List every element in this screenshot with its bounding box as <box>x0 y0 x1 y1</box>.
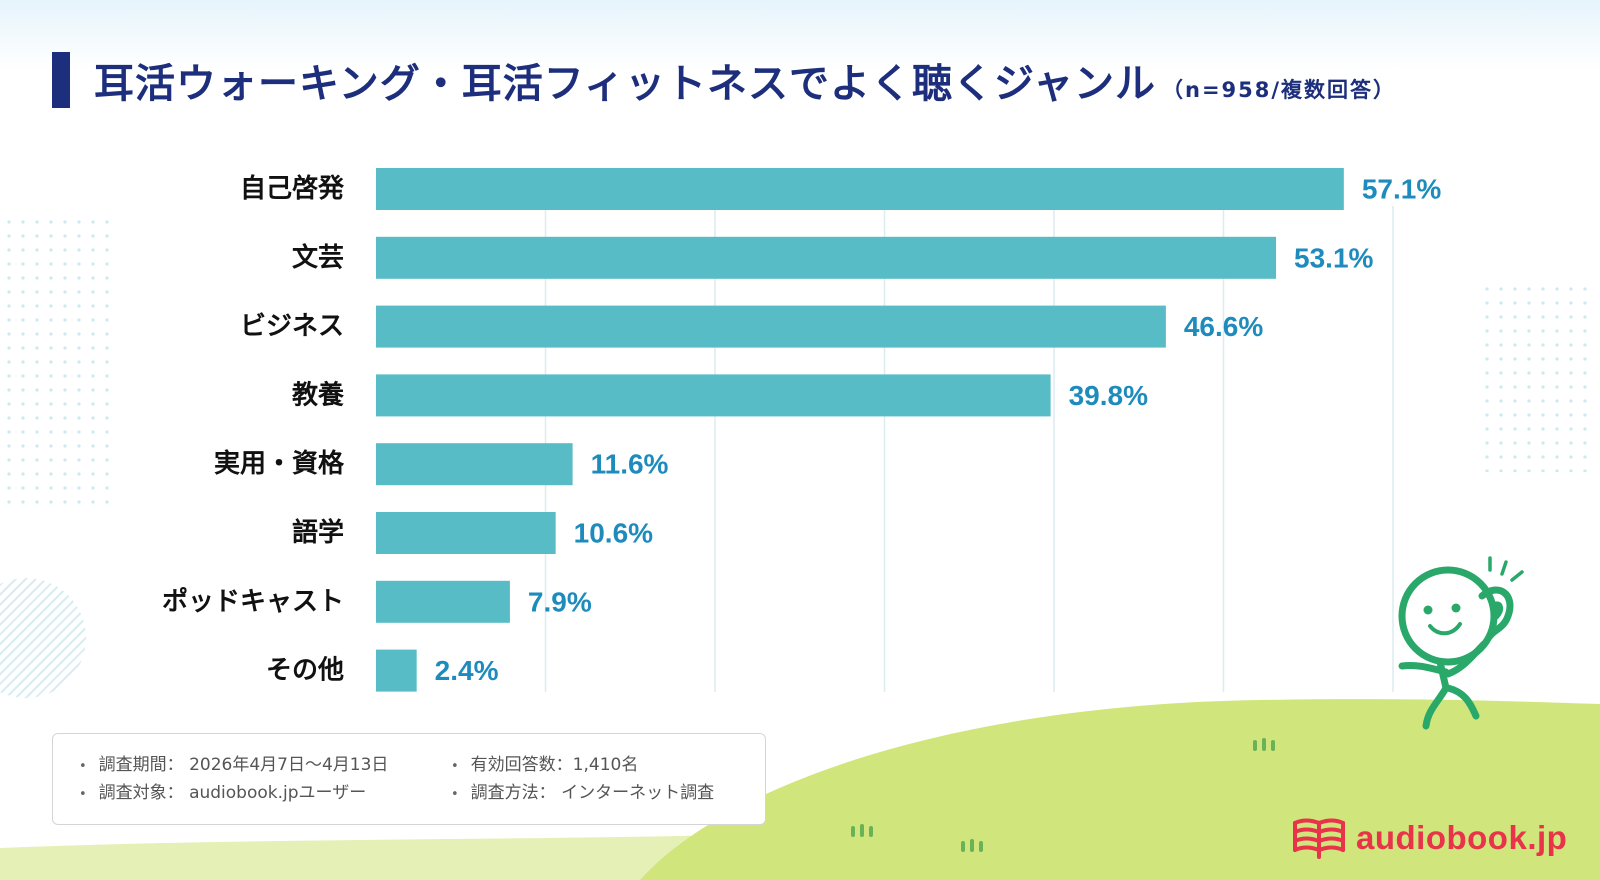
category-label: 自己啓発 <box>240 173 345 204</box>
category-label: ビジネス <box>240 312 344 342</box>
survey-notes-box: 調査期間： 2026年4月7日～4月13日 調査対象： audiobook.jp… <box>52 733 766 825</box>
value-label: 11.6% <box>591 449 669 480</box>
title-text: 耳活ウォーキング・耳活フィットネスでよく聴くジャンル <box>94 61 1156 107</box>
page-title: 耳活ウォーキング・耳活フィットネスでよく聴くジャンル （n=958/複数回答） <box>94 56 1396 112</box>
value-label: 2.4% <box>435 655 499 686</box>
title-accent-bar <box>52 52 70 108</box>
bar <box>376 512 556 554</box>
note-survey-period: 調査期間： 2026年4月7日～4月13日 <box>79 752 389 780</box>
value-label: 57.1% <box>1362 174 1441 205</box>
mascot-character-icon <box>1398 556 1524 730</box>
note-survey-method: 調査方法： インターネット調査 <box>451 780 714 808</box>
notes-column-2: 有効回答数：1,410名 調査方法： インターネット調査 <box>451 752 714 808</box>
note-valid-responses: 有効回答数：1,410名 <box>451 752 714 780</box>
bar <box>376 580 510 623</box>
hill-main <box>640 699 1600 880</box>
category-label: その他 <box>266 656 344 686</box>
bar <box>376 374 1051 417</box>
category-label: 実用・資格 <box>214 448 345 479</box>
book-stack-icon <box>1293 818 1345 859</box>
bar <box>376 305 1166 348</box>
title-subtitle: （n=958/複数回答） <box>1162 78 1397 102</box>
value-label: 10.6% <box>574 518 653 549</box>
decor-dots-left <box>2 215 114 505</box>
value-label: 53.1% <box>1294 242 1373 273</box>
grass-tufts <box>851 738 1275 852</box>
hill-light <box>0 830 860 880</box>
bar <box>376 649 417 692</box>
notes-column-1: 調査期間： 2026年4月7日～4月13日 調査対象： audiobook.jp… <box>79 752 389 808</box>
brand-logo[interactable]: audiobook.jp <box>1292 814 1567 862</box>
brand-logo-text: audiobook.jp <box>1356 819 1568 856</box>
value-label: 46.6% <box>1184 311 1263 342</box>
decor-dots-right <box>1480 282 1592 472</box>
note-survey-target: 調査対象： audiobook.jpユーザー <box>79 780 388 808</box>
category-label: 教養 <box>292 380 345 410</box>
bar <box>376 168 1344 210</box>
bar <box>376 236 1277 279</box>
bar <box>376 443 573 486</box>
category-label: ポッドキャスト <box>162 586 344 617</box>
value-label: 39.8% <box>1069 380 1148 411</box>
category-label: 語学 <box>292 517 344 548</box>
value-label: 7.9% <box>528 586 592 617</box>
category-label: 文芸 <box>292 242 344 273</box>
